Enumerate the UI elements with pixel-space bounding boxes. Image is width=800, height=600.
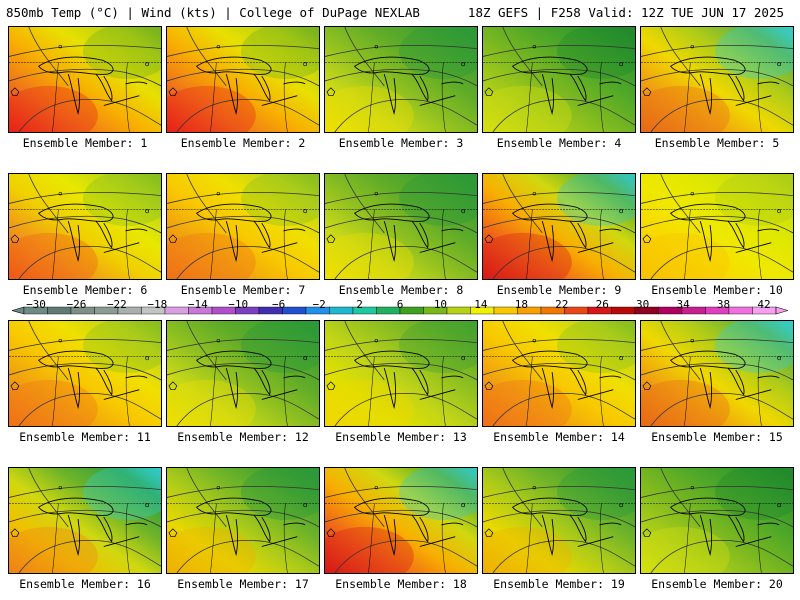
ensemble-member-caption: Ensemble Member: 4: [496, 136, 622, 150]
ensemble-member-caption: Ensemble Member: 11: [19, 430, 151, 444]
colorbar-swatch: [164, 306, 189, 315]
colorbar-tick-label: 2: [356, 298, 363, 311]
header: 850mb Temp (°C) | Wind (kts) | College o…: [0, 0, 800, 24]
ensemble-member-map: [482, 26, 636, 133]
colorbar-right-arrow: [775, 306, 788, 315]
ensemble-member-map: [166, 467, 320, 574]
colorbar-tick-label: −18: [147, 298, 168, 311]
ensemble-member-map: [324, 467, 478, 574]
ensemble-member-map: [8, 467, 162, 574]
ensemble-member-map: [482, 467, 636, 574]
colorbar-swatch: [399, 306, 424, 315]
ensemble-member-map: [324, 173, 478, 280]
ensemble-member-map: [166, 26, 320, 133]
ensemble-member-caption: Ensemble Member: 16: [19, 577, 151, 591]
ensemble-member-map: [166, 320, 320, 427]
ensemble-member-caption: Ensemble Member: 13: [335, 430, 467, 444]
ensemble-member-map: [640, 320, 794, 427]
colorbar-tick-label: 18: [514, 298, 528, 311]
ensemble-member-map: [324, 26, 478, 133]
ensemble-member-map: [640, 173, 794, 280]
ensemble-member-caption: Ensemble Member: 7: [180, 283, 306, 297]
ensemble-member-caption: Ensemble Member: 12: [177, 430, 309, 444]
colorbar-tick-label: −26: [66, 298, 87, 311]
colorbar-swatch: [446, 306, 471, 315]
ensemble-member-caption: Ensemble Member: 18: [335, 577, 467, 591]
ensemble-member-caption: Ensemble Member: 17: [177, 577, 309, 591]
colorbar-swatch: [611, 306, 636, 315]
colorbar-tick-label: 42: [757, 298, 771, 311]
colorbar-tick-label: 6: [396, 298, 404, 311]
product-title: 850mb Temp (°C) | Wind (kts) | College o…: [6, 5, 420, 20]
colorbar-tick-label: 14: [474, 298, 488, 311]
run-valid-time: 18Z GEFS | F258 Valid: 12Z TUE JUN 17 20…: [467, 5, 784, 20]
colorbar-tick-label: −14: [187, 298, 208, 311]
ensemble-member-caption: Ensemble Member: 14: [493, 430, 625, 444]
ensemble-member-map: [640, 467, 794, 574]
colorbar-tick-label: 10: [433, 298, 448, 311]
ensemble-member-caption: Ensemble Member: 6: [22, 283, 148, 297]
colorbar-tick-label: −10: [228, 298, 249, 311]
temperature-colorbar: [12, 306, 788, 315]
colorbar-tick-label: −22: [106, 298, 127, 311]
ensemble-member-map: [8, 320, 162, 427]
ensemble-member-map: [8, 173, 162, 280]
ensemble-member-caption: Ensemble Member: 3: [338, 136, 464, 150]
ensemble-member-caption: Ensemble Member: 8: [338, 283, 464, 297]
ensemble-member-map: [8, 26, 162, 133]
colorbar-tick-label: 34: [676, 298, 690, 311]
ensemble-member-caption: Ensemble Member: 9: [496, 283, 622, 297]
ensemble-member-caption: Ensemble Member: 19: [493, 577, 625, 591]
colorbar-tick-label: −6: [272, 298, 286, 311]
colorbar-tick-label: −2: [312, 298, 326, 311]
colorbar-tick-label: 38: [716, 298, 731, 311]
ensemble-member-caption: Ensemble Member: 2: [180, 136, 306, 150]
colorbar-tick-label: 30: [636, 298, 650, 311]
colorbar-swatch: [329, 306, 354, 315]
ensemble-member-map: [482, 173, 636, 280]
colorbar-tick-label: 22: [555, 298, 569, 311]
colorbar-swatch: [282, 306, 307, 315]
ensemble-member-caption: Ensemble Member: 20: [651, 577, 783, 591]
colorbar-swatch: [728, 306, 753, 315]
ensemble-member-caption: Ensemble Member: 1: [22, 136, 148, 150]
colorbar-tick-label: −30: [26, 298, 46, 311]
ensemble-member-map: [640, 26, 794, 133]
colorbar-tick-label: 26: [595, 298, 609, 311]
ensemble-member-caption: Ensemble Member: 5: [654, 136, 780, 150]
ensemble-member-map: [482, 320, 636, 427]
ensemble-member-map: [324, 320, 478, 427]
ensemble-member-caption: Ensemble Member: 10: [651, 283, 783, 297]
colorbar-left-arrow: [12, 306, 25, 315]
ensemble-member-map: [166, 173, 320, 280]
ensemble-member-caption: Ensemble Member: 15: [651, 430, 783, 444]
